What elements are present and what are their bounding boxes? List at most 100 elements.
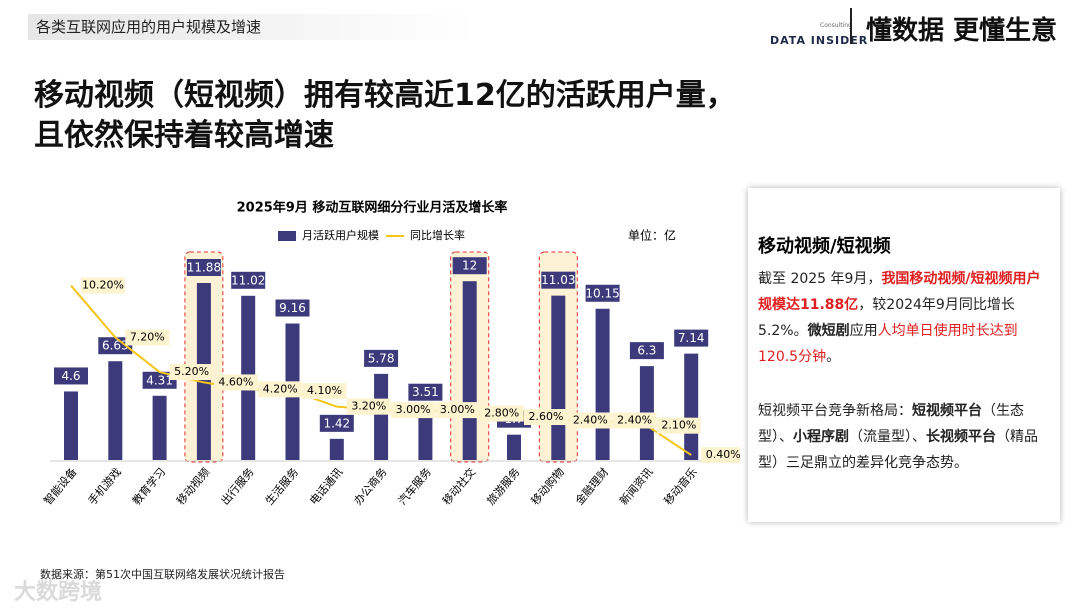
headline: 移动视频（短视频）拥有较高近12亿的活跃用户量， 且依然保持着较高增速 [34, 76, 736, 156]
data-label: 10.20% [81, 277, 125, 294]
data-label: 5.20% [169, 364, 214, 381]
label-bg [701, 447, 740, 464]
watermark: 大数跨境 [14, 580, 103, 605]
data-label-text: 5.20% [174, 365, 209, 378]
data-label: 7.20% [125, 329, 170, 346]
data-label: 3.20% [346, 398, 391, 415]
bar [507, 434, 521, 460]
label-bg [346, 398, 391, 415]
source: 数据来源：第51次中国互联网络发展状况统计报告 [40, 568, 285, 581]
text: 小程序剧 [793, 429, 849, 445]
text: （精品型）三足鼎立的差异化竞争态势。 [758, 429, 1038, 471]
chart-title: 2025年9月 移动互联网细分行业月活及增长率 [237, 200, 508, 216]
x-tick-label: 金融理财 [572, 465, 611, 508]
bar [374, 373, 389, 460]
data-label-text: 4.20% [263, 382, 298, 395]
data-label: 4.6 [61, 369, 80, 383]
data-label: 3.51 [412, 385, 439, 399]
label-bg [302, 383, 347, 400]
data-label: 4.20% [258, 381, 303, 398]
label-bg [674, 329, 709, 347]
label-bg [319, 414, 354, 432]
sidebar-title: 移动视频/短视频 [758, 236, 891, 257]
divider [850, 8, 852, 44]
label-bg [213, 374, 258, 391]
label-bg [408, 383, 443, 401]
x-tick-label: 移动社交 [439, 465, 478, 508]
data-label: 2.80% [479, 405, 524, 422]
label-bg [629, 342, 664, 360]
data-label-text: 2.40% [617, 413, 652, 426]
data-label: 2.40% [612, 412, 657, 429]
text: （生态型）、 [758, 403, 1024, 445]
data-label: 7.14 [678, 331, 705, 345]
data-label: 4.10% [302, 383, 347, 400]
label-bg [98, 337, 133, 355]
label-bg [524, 409, 568, 426]
label-bg [585, 284, 620, 302]
data-label: 5.78 [368, 351, 395, 365]
data-label-text: 2.10% [661, 419, 696, 432]
data-label-text: 2.40% [573, 413, 608, 426]
legend-label: 月活跃用户规模 [302, 228, 379, 242]
text: 人均单日使用时长达到120.5分钟 [758, 323, 1018, 365]
label-bg [364, 349, 399, 367]
paragraph: 截至 2025 年9月，我国移动视频/短视频用户规模达11.88亿，较2024年… [758, 266, 1050, 370]
label-bg [142, 371, 177, 389]
x-tick-label: 汽车服务 [395, 465, 434, 508]
x-tick-label: 手机游戏 [85, 465, 124, 508]
data-label-text: 0.40% [706, 448, 740, 461]
label-bg [391, 402, 436, 419]
section-title: 各类互联网应用的用户规模及增速 [28, 14, 476, 40]
x-tick-label: 智能设备 [41, 465, 80, 508]
label-bg [452, 257, 487, 275]
x-tick-label: 移动音乐 [661, 465, 700, 508]
text: 短视频平台竞争新格局： [758, 403, 912, 419]
text: 短视频平台 [912, 403, 982, 419]
data-label-text: 4.60% [218, 375, 253, 388]
data-label: 0.40% [701, 447, 740, 464]
label-bg [541, 271, 576, 289]
text: 长视频平台 [926, 429, 996, 445]
text: 应用 [849, 323, 878, 339]
data-label: 6.3 [637, 344, 656, 358]
data-label: 11.03 [541, 273, 575, 287]
label-bg [169, 364, 214, 381]
label-bg [81, 277, 125, 294]
label-bg [54, 367, 88, 385]
x-tick-label: 出行服务 [218, 465, 257, 508]
data-label: 2.10% [656, 417, 701, 434]
data-label: 4.31 [146, 373, 173, 387]
data-label: 3.00% [435, 402, 480, 419]
bar [108, 361, 123, 460]
text: 截至 2025 年9月， [758, 271, 882, 287]
headline-line: 移动视频（短视频）拥有较高近12亿的活跃用户量， [34, 78, 736, 113]
sidebar: 移动视频/短视频 截至 2025 年9月，我国移动视频/短视频用户规模达11.8… [748, 188, 1060, 522]
headline-line: 且依然保持着较高增速 [34, 118, 334, 153]
data-label-text: 3.00% [396, 403, 431, 416]
x-tick-label: 电话通讯 [307, 466, 345, 508]
data-label: 12 [462, 259, 477, 273]
data-label: 9.16 [279, 301, 306, 315]
bar [462, 281, 477, 460]
data-label-text: 10.20% [82, 279, 124, 292]
data-label: 10.15 [585, 286, 619, 300]
x-tick-label: 移动视频 [173, 465, 212, 508]
bar [152, 395, 167, 460]
bar [551, 295, 566, 460]
text: （流量型）、 [849, 429, 926, 445]
data-label-text: 4.10% [307, 384, 342, 397]
x-tick-label: 旅游服务 [484, 465, 523, 508]
x-tick-label: 移动购物 [528, 465, 567, 508]
x-tick-label: 新闻资讯 [616, 465, 655, 508]
text: 我国移动视频/短视频用户规模达11.88亿 [758, 271, 1041, 313]
data-label: 11.88 [187, 260, 221, 274]
data-label: 2.40% [568, 412, 613, 429]
data-label-text: 2.60% [529, 410, 564, 423]
label-bg [275, 299, 310, 317]
text: ，较2024年9月同比增长5.2%。 [758, 297, 1015, 339]
bar [684, 353, 699, 460]
paragraph: 短视频平台竞争新格局：短视频平台（生态型）、小程序剧（流量型）、长视频平台（精品… [758, 398, 1050, 476]
data-label: 11.02 [231, 273, 265, 287]
